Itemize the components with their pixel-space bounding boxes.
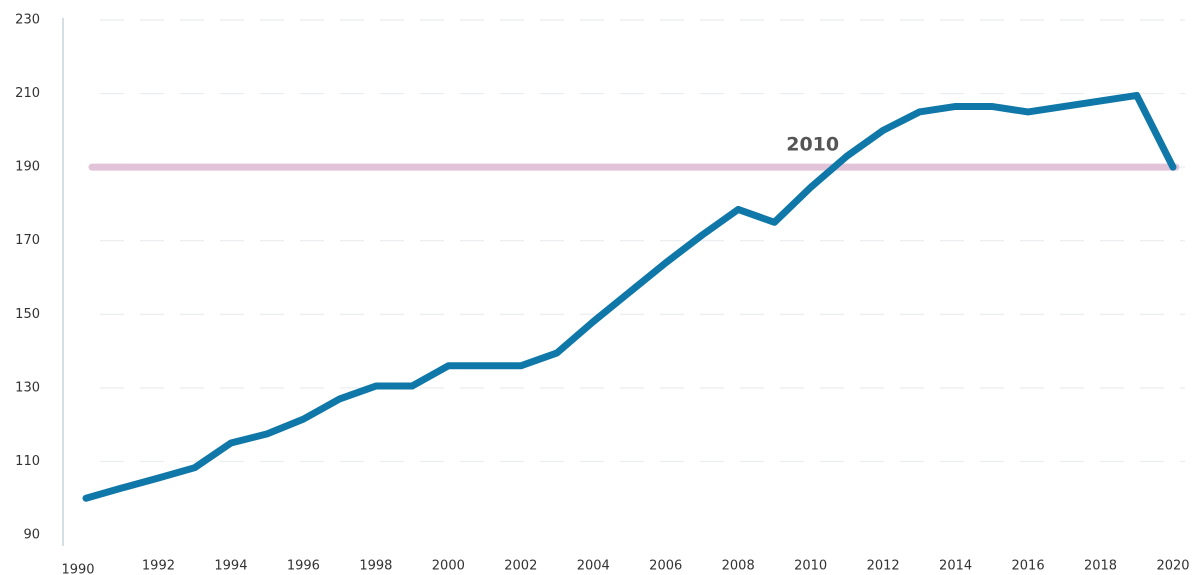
y-tick-label: 130: [15, 380, 40, 395]
x-tick-label: 2018: [1084, 559, 1117, 574]
x-tick-label: 2006: [649, 559, 682, 574]
x-tick-label: 2020: [1156, 559, 1189, 574]
y-tick-label: 110: [15, 454, 40, 469]
x-tick-label: 1996: [287, 559, 320, 574]
x-tick-label: 1992: [142, 559, 175, 574]
x-tick-label: 2000: [432, 559, 465, 574]
y-tick-label: 230: [15, 13, 40, 28]
x-tick-label: 1994: [214, 559, 247, 574]
x-tick-label: 2012: [867, 559, 900, 574]
y-tick-label: 90: [23, 528, 40, 543]
reference-label: 2010: [786, 134, 839, 156]
y-tick-label: 210: [15, 86, 40, 101]
y-tick-label: 190: [15, 160, 40, 175]
x-tick-label: 2004: [577, 559, 610, 574]
x-tick-label: 1990: [61, 563, 94, 575]
x-tick-label: 2014: [939, 559, 972, 574]
x-tick-label: 2016: [1012, 559, 1045, 574]
x-tick-label: 2010: [794, 559, 827, 574]
x-tick-label: 2002: [504, 559, 537, 574]
x-tick-label: 1998: [359, 559, 392, 574]
data-line: [82, 91, 1177, 502]
y-tick-label: 170: [15, 233, 40, 248]
x-tick-label: 2008: [722, 559, 755, 574]
y-tick-label: 150: [15, 307, 40, 322]
